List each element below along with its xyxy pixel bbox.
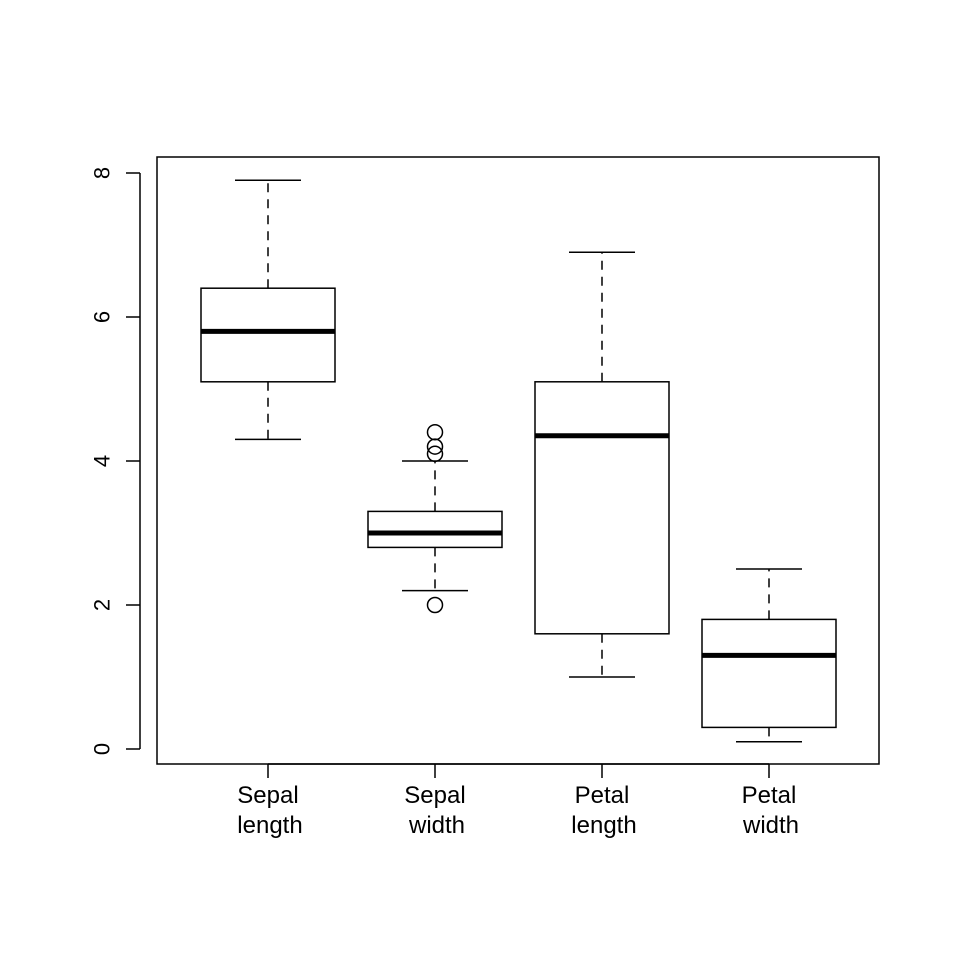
outlier-point xyxy=(426,445,444,463)
x-category-label-line: width xyxy=(408,812,465,839)
x-category-label: Sepal width xyxy=(404,782,465,839)
box-group xyxy=(200,179,336,441)
boxes xyxy=(200,179,837,743)
x-category-label: Sepal length xyxy=(237,782,302,839)
x-category-label-line: width xyxy=(742,812,799,839)
outlier-point xyxy=(426,423,444,441)
y-tick-label: 0 xyxy=(90,743,115,755)
y-tick-label: 2 xyxy=(90,599,115,611)
box-group xyxy=(367,423,503,614)
x-category-label-line: Petal xyxy=(575,782,630,809)
y-tick-label: 8 xyxy=(90,167,115,179)
outlier-point xyxy=(426,596,444,614)
x-category-label: Petal length xyxy=(571,782,636,839)
x-category-label-line: Sepal xyxy=(237,782,298,809)
x-category-label-line: length xyxy=(571,812,636,839)
x-category-label-line: Sepal xyxy=(404,782,465,809)
x-category-label: Petal width xyxy=(742,782,799,839)
y-axis-ticks: 0 2 4 6 8 xyxy=(90,167,140,755)
iqr-box xyxy=(534,381,670,635)
outlier-point xyxy=(426,438,444,455)
x-category-label-line: Petal xyxy=(742,782,797,809)
iqr-box xyxy=(367,510,503,549)
box-group xyxy=(534,251,670,678)
box-group xyxy=(701,568,837,743)
y-tick-label: 6 xyxy=(90,311,115,323)
iqr-box xyxy=(200,287,336,383)
y-tick-label: 4 xyxy=(90,455,115,467)
iqr-box xyxy=(701,618,837,729)
x-axis-labels: Sepal length Sepal width Petal length Petal wid… xyxy=(237,763,799,839)
x-category-label-line: length xyxy=(237,812,302,839)
